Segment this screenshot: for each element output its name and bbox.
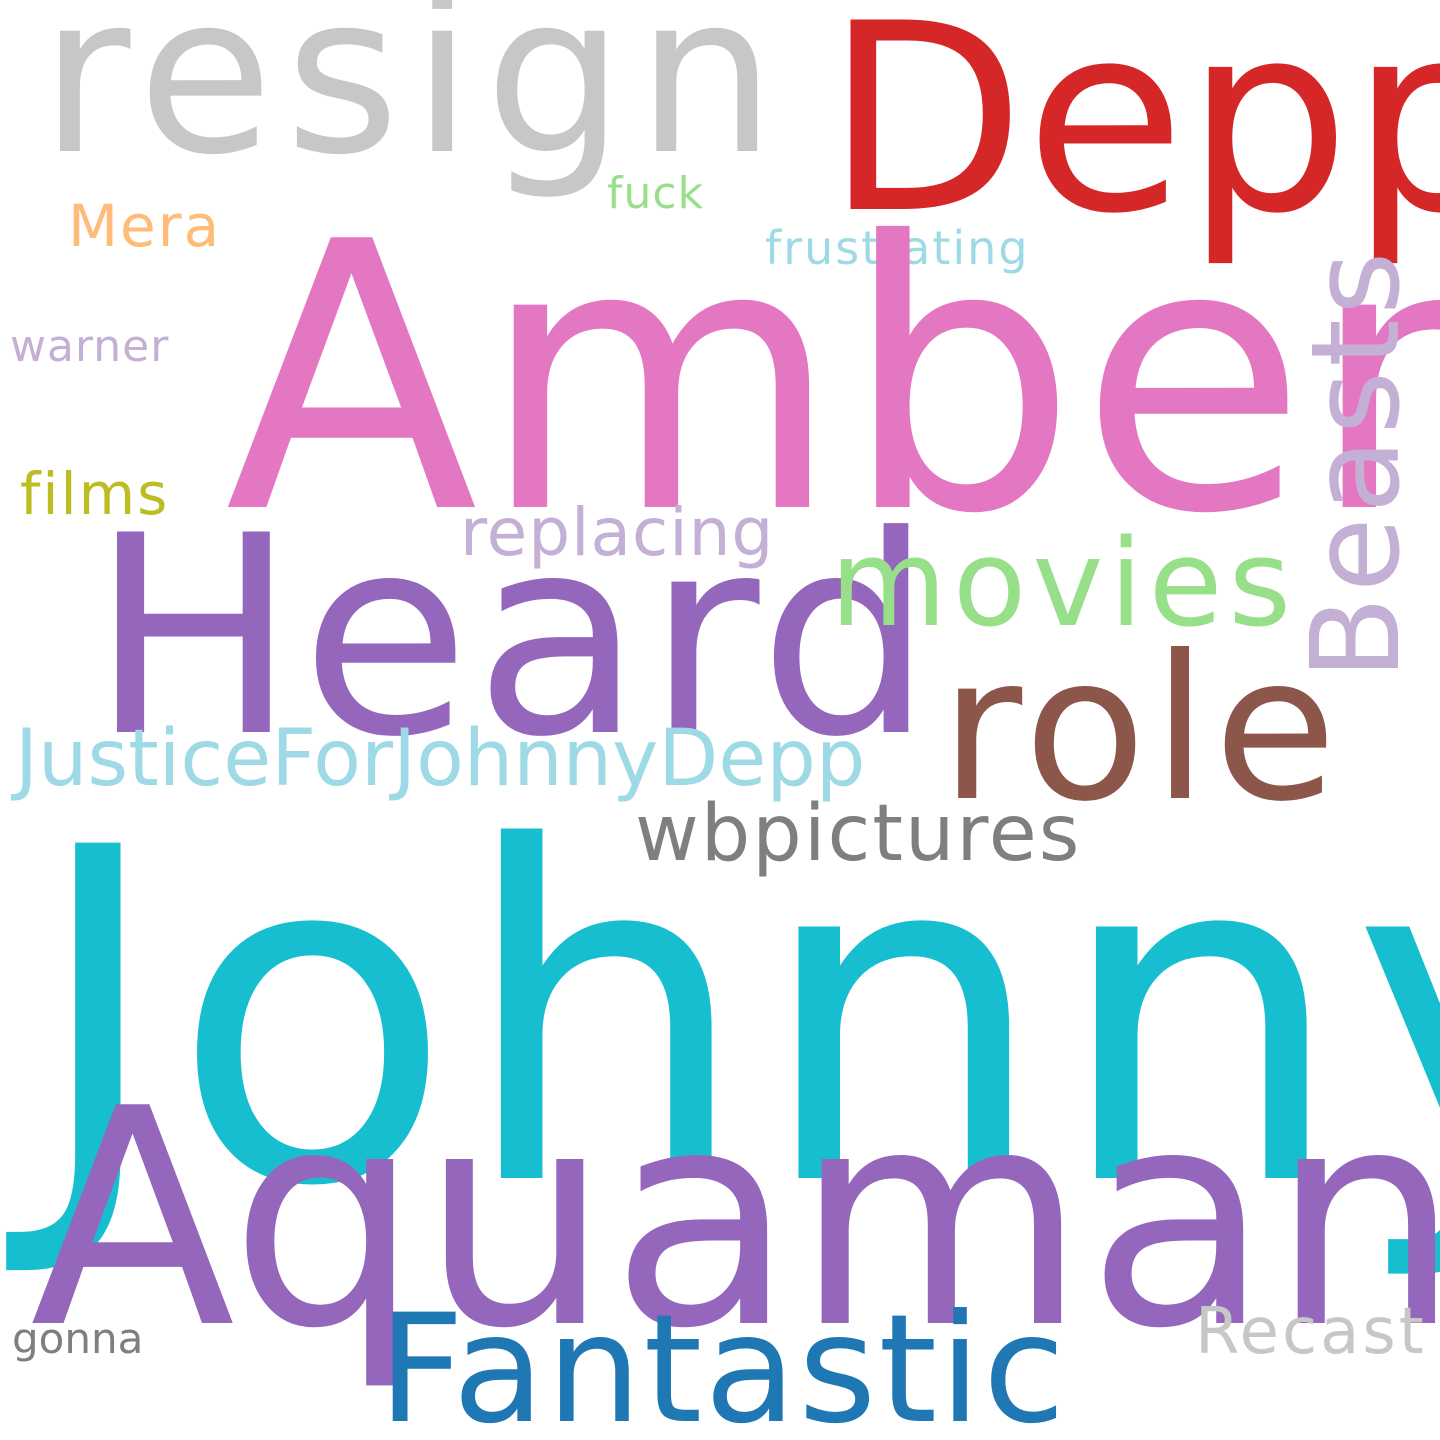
word-amber: Amber	[225, 165, 1440, 595]
word-aquaman: Aquaman	[30, 1045, 1440, 1394]
word-replacing: replacing	[460, 494, 775, 571]
word-films: films	[20, 460, 170, 528]
word-role: role	[940, 613, 1343, 846]
word-fuck: fuck	[607, 168, 705, 219]
word-resign: resign	[40, 0, 788, 203]
word-johnny: Johnny	[30, 752, 1440, 1287]
word-fantastic: Fantastic	[378, 1283, 1068, 1440]
word-heard: Heard	[90, 477, 938, 797]
word-gonna: gonna	[12, 1314, 144, 1363]
word-wbpictures: wbpictures	[635, 789, 1082, 879]
word-frustrating: frustrating	[765, 221, 1030, 275]
word-justicefor-johnnydepp: JusticeForJohnnyDepp	[15, 714, 866, 804]
word-depp: Depp	[825, 0, 1440, 271]
word-recast: Recast	[1195, 1295, 1427, 1369]
word-mera: Mera	[68, 192, 222, 260]
word-movies: movies	[830, 515, 1298, 654]
word-warner: warner	[10, 321, 170, 372]
